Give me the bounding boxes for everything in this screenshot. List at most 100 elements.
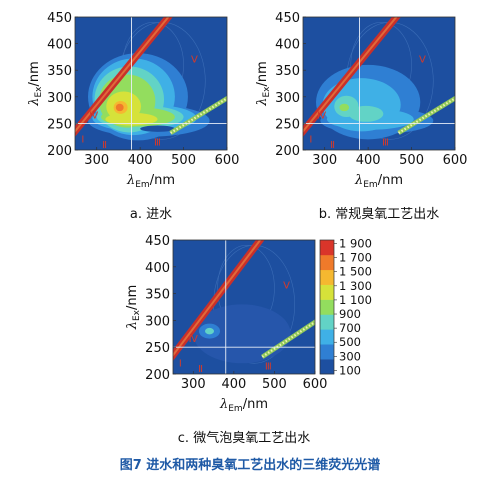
y-tick-label: 400 [47,38,72,53]
fluorescence-peak [115,103,124,112]
y-tick-label: 250 [275,117,300,132]
rayleigh-scatter-core [75,17,170,133]
x-tick-label: 300 [84,153,109,168]
fluorescence-peak [348,105,384,122]
region-label: Ⅰ [81,134,84,145]
x-axis-unit: /nm [150,173,175,188]
fluorescence-trough [140,125,175,132]
plot-area: Ⅰ Ⅱ Ⅲ Ⅳ Ⅴ [303,17,455,151]
y-tick-label: 350 [145,288,170,303]
y-tick-label: 350 [275,64,300,79]
y-axis-subscript: Ex [132,309,142,321]
second-order-scatter-dots [169,97,227,134]
panel-caption: b. 常规臭氧工艺出水 [319,207,440,222]
colorbar-segment [320,314,334,330]
x-tick-label: 600 [443,153,468,168]
fluorescence-peak [205,327,214,335]
colorbar-tick-label: 500 [339,335,361,349]
colorbar-segment [320,299,334,315]
y-axis-subscript: Ex [262,86,272,98]
y-axis-symbol: λ [125,321,140,330]
colorbar-segment [320,329,334,345]
plot-area: Ⅰ Ⅱ Ⅲ Ⅳ Ⅴ [173,240,315,374]
region-label: Ⅳ [189,334,199,345]
region-label: Ⅲ [154,138,161,149]
y-tick-label: 300 [145,314,170,329]
x-tick-label: 400 [128,153,153,168]
second-order-scatter-dots [261,320,315,358]
colorbar-tick-label: 100 [339,363,361,377]
panel-caption: a. 进水 [130,207,172,222]
second-order-scatter-dots [397,97,455,134]
y-tick-label: 200 [47,144,72,159]
colorbar-tick-label: 1 500 [339,265,372,279]
y-tick-label: 200 [145,368,170,383]
x-axis-symbol: λ [126,173,135,188]
x-tick-label: 400 [356,153,381,168]
y-axis-label: λEx/nm [27,61,44,107]
y-tick-label: 350 [47,64,72,79]
region-label: Ⅴ [419,55,426,66]
x-tick-label: 500 [171,153,196,168]
y-axis-subscript: Ex [34,86,44,98]
colorbar-frame [319,239,335,375]
region-label: Ⅲ [265,361,272,372]
y-axis-symbol: λ [27,98,42,107]
colorbar-segment [320,344,334,360]
colorbar-tick-label: 700 [339,321,361,335]
x-axis-symbol: λ [354,173,363,188]
colorbar-segment [320,269,334,285]
rayleigh-scatter-core [303,17,398,133]
colorbar-tick-label: 1 900 [339,236,372,250]
colorbar-segment [320,254,334,271]
region-label: Ⅳ [89,110,99,121]
region-label: Ⅰ [309,134,312,145]
x-tick-label: 500 [399,153,424,168]
y-tick-label: 400 [275,38,300,53]
y-axis-unit: /nm [255,61,270,86]
x-axis-subscript: Em [228,404,242,414]
colorbar-tick-label: 300 [339,349,361,363]
region-label: Ⅳ [317,110,327,121]
region-label: Ⅲ [382,138,389,149]
x-axis-label: λEm/nm [219,397,268,414]
colorbar-tick-label: 1 100 [339,293,372,307]
colorbar-segment [320,359,334,375]
panel-caption: c. 微气泡臭氧工艺出水 [178,430,310,446]
y-tick-label: 300 [47,91,72,106]
axes-frame [74,16,228,151]
y-tick-label: 450 [275,11,300,26]
region-label: Ⅴ [283,281,290,292]
x-axis-subscript: Em [135,180,149,190]
x-tick-label: 600 [303,377,328,392]
colorbar-segment [320,240,334,256]
x-axis-label: λEm/nm [354,173,403,190]
x-axis-symbol: λ [219,397,228,412]
y-tick-label: 200 [275,144,300,159]
x-tick-label: 300 [181,377,206,392]
axes-frame [302,16,456,151]
y-tick-label: 400 [145,261,170,276]
region-label: Ⅰ [179,358,182,369]
fluorescence-peak [339,103,350,112]
colorbar-tick-label: 1 700 [339,251,372,265]
rayleigh-scatter-core [173,240,262,357]
region-label: Ⅴ [191,55,198,66]
x-tick-label: 300 [312,153,337,168]
x-axis-subscript: Em [363,180,377,190]
y-tick-label: 250 [145,341,170,356]
colorbar-segment [320,284,334,300]
axes-frame [172,239,316,375]
x-tick-label: 600 [215,153,240,168]
y-axis-unit: /nm [125,285,140,310]
figure-caption: 图7 进水和两种臭氧工艺出水的三维荧光光谱 [120,457,381,473]
region-label: Ⅱ [330,140,335,151]
x-tick-label: 500 [262,377,287,392]
plot-area: Ⅰ Ⅱ Ⅲ Ⅳ Ⅴ [75,17,227,150]
y-tick-label: 450 [145,234,170,249]
